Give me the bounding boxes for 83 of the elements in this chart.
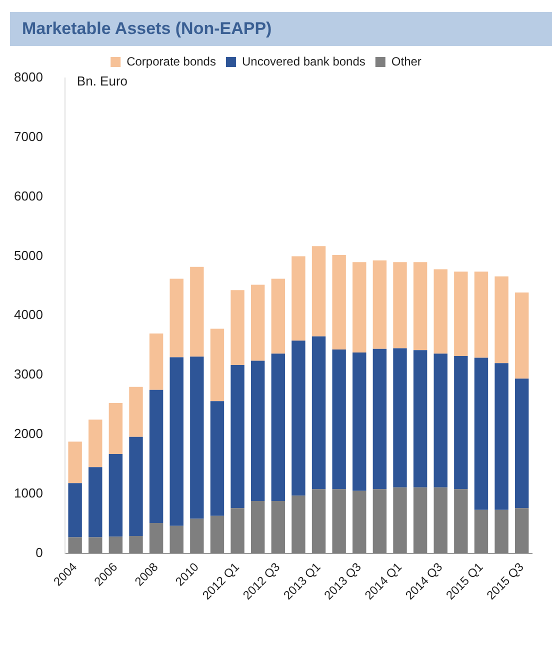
- bar: [332, 255, 346, 350]
- legend-label: Other: [391, 54, 422, 68]
- bar: [292, 256, 306, 341]
- bar: [271, 500, 286, 554]
- bar: [170, 357, 184, 526]
- y-tick-label: 4000: [14, 307, 43, 322]
- bar: [494, 363, 508, 510]
- bar: [434, 354, 448, 488]
- bar: [170, 526, 184, 554]
- bar: [413, 350, 428, 488]
- bar: [514, 378, 529, 508]
- bar: [250, 500, 265, 554]
- bar: [108, 536, 123, 554]
- y-tick-label: 6000: [14, 188, 43, 204]
- bar: [230, 364, 244, 508]
- legend-label: Uncovered bank bonds: [242, 54, 366, 68]
- bar: [474, 358, 488, 510]
- bar: [352, 262, 366, 352]
- bar: [88, 420, 102, 468]
- y-tick-label: 1000: [14, 485, 43, 500]
- y-tick-label: 7000: [14, 128, 43, 144]
- bar: [190, 518, 204, 554]
- bar: [312, 336, 326, 490]
- bar: [129, 436, 143, 536]
- bar: [413, 487, 428, 554]
- bar: [393, 487, 407, 554]
- bar: [88, 467, 102, 538]
- bar: [149, 333, 164, 390]
- bar: [352, 490, 366, 554]
- bar: [190, 356, 204, 519]
- bar: [454, 356, 468, 490]
- bar: [250, 360, 265, 501]
- bar: [170, 278, 184, 358]
- y-tick-label: 2000: [14, 426, 43, 442]
- bar: [514, 292, 529, 379]
- bar: [210, 328, 224, 402]
- y-tick-label: 3000: [14, 366, 43, 382]
- bar: [454, 489, 468, 554]
- bar: [68, 537, 82, 554]
- bar: [68, 483, 82, 538]
- bar: [210, 516, 224, 554]
- bar: [108, 454, 123, 537]
- bar: [514, 508, 529, 554]
- bar: [271, 354, 286, 501]
- bar: [312, 489, 326, 554]
- bar: [271, 278, 286, 354]
- bar: [312, 246, 326, 336]
- bar: [230, 508, 244, 554]
- bar: [88, 537, 102, 554]
- y-tick-label: 5000: [14, 248, 43, 263]
- bar: [494, 510, 508, 554]
- bar: [474, 510, 488, 554]
- bar: [210, 401, 224, 516]
- bar: [352, 352, 366, 491]
- y-tick-label: 0: [36, 544, 43, 560]
- bar: [474, 272, 488, 358]
- bar: [454, 272, 468, 356]
- bar: [149, 522, 164, 554]
- bar: [129, 386, 143, 437]
- bar: [434, 487, 448, 554]
- bar: [393, 348, 407, 488]
- bar: [250, 284, 265, 361]
- bar: [230, 290, 244, 365]
- bar: [292, 496, 306, 554]
- bar: [149, 390, 164, 523]
- bar: [292, 340, 306, 496]
- y-tick-label: 8000: [14, 70, 43, 85]
- bar: [372, 489, 387, 554]
- bar: [129, 536, 143, 554]
- bar: [494, 276, 508, 364]
- bar: [413, 262, 428, 350]
- bar: [372, 260, 387, 349]
- y-axis-title: Bn. Euro: [76, 74, 128, 89]
- bar: [393, 262, 407, 348]
- bar: [190, 266, 204, 357]
- bar: [108, 402, 123, 454]
- legend-label: Corporate bonds: [126, 54, 216, 68]
- bar: [332, 349, 346, 490]
- chart-title: Marketable Assets (Non-EAPP): [10, 12, 552, 46]
- bar: [68, 442, 82, 484]
- bar: [434, 269, 448, 354]
- bar: [332, 489, 346, 554]
- bar: [372, 348, 387, 490]
